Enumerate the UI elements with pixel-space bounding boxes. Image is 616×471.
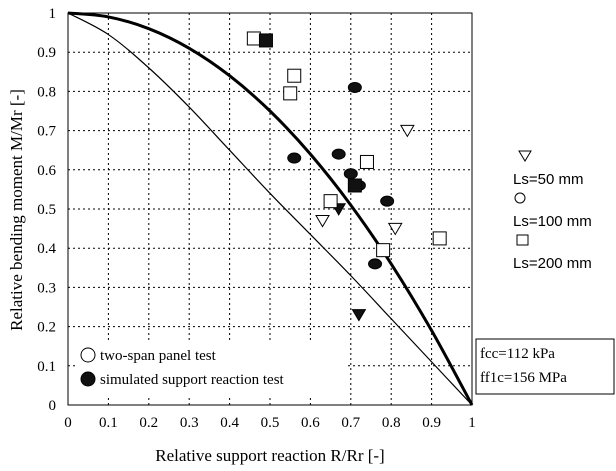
x-tick-label: 0.4 (220, 415, 239, 431)
open-square-marker (246, 31, 261, 46)
x-tick-label: 1 (468, 415, 476, 431)
y-axis-label: Relative bending moment M/Mr [-] (7, 89, 26, 331)
material-annotation-box (475, 338, 615, 395)
square-legend-symbol (516, 234, 529, 246)
annotation-ff1c: ff1c=156 MPa (480, 370, 567, 386)
filled-circle-marker (343, 168, 358, 180)
filled-circle-marker (368, 258, 383, 270)
grid (68, 13, 472, 405)
filled-circle-marker (347, 81, 362, 93)
y-tick-label: 0.9 (37, 45, 56, 61)
y-tick-label: 0.1 (37, 359, 56, 375)
y-tick-label: 0.2 (37, 320, 56, 336)
y-tick-label: 1 (49, 6, 57, 22)
open-square-marker (376, 243, 391, 258)
fill-legend-box (76, 342, 348, 396)
x-axis-label: Relative support reaction R/Rr [-] (155, 446, 384, 465)
open-marker-legend-symbol (80, 347, 96, 363)
thick-curve (67, 11, 474, 406)
filled-square-marker (347, 178, 362, 193)
y-tick-label: 0.6 (37, 163, 56, 179)
x-tick-label: 0.6 (301, 415, 320, 431)
open-square-marker (287, 68, 302, 83)
thin-curve (67, 12, 473, 406)
annotation-fcc: fcc=112 kPa (480, 346, 555, 362)
triangle-legend-symbol (518, 150, 532, 162)
series-legend-label-ls50: Ls=50 mm (513, 171, 583, 188)
filled-triangle-marker (351, 309, 367, 322)
y-tick-label: 0.8 (37, 84, 56, 100)
series-legend-label-ls100: Ls=100 mm (513, 213, 592, 230)
open-triangle-marker (387, 222, 403, 236)
filled-circle-marker (331, 148, 346, 160)
y-tick-label: 0.4 (37, 241, 56, 257)
x-tick-label: 0.1 (99, 415, 118, 431)
y-tick-label: 0.3 (37, 280, 56, 296)
series-legend: Ls=50 mm Ls=100 mm Ls=200 mm (513, 150, 592, 272)
open-square-marker (359, 154, 374, 169)
filled-marker-legend-symbol (80, 371, 96, 387)
open-triangle-marker (399, 124, 415, 138)
tick-labels: 0 0.1 0.2 0.3 0.4 0.5 0.6 0.7 0.8 0.9 1 0 0.1 0.2 0.3 0… (37, 6, 476, 431)
x-tick-label: 0 (64, 415, 72, 431)
y-tick-label: 0 (49, 398, 57, 414)
x-tick-label: 0.8 (382, 415, 401, 431)
x-tick-label: 0.2 (139, 415, 158, 431)
y-tick-label: 0.7 (37, 124, 56, 140)
open-square-marker (323, 194, 338, 209)
series-legend-label-ls200: Ls=200 mm (513, 255, 592, 272)
x-tick-label: 0.9 (422, 415, 441, 431)
data-points (246, 31, 447, 322)
x-tick-label: 0.3 (180, 415, 199, 431)
open-square-marker (283, 86, 298, 101)
circle-legend-symbol (514, 192, 526, 204)
y-tick-label: 0.5 (37, 202, 56, 218)
open-marker-legend-label: two-span panel test (100, 348, 217, 364)
filled-marker-legend-label: simulated support reaction test (100, 372, 285, 388)
open-square-marker (432, 231, 447, 246)
open-triangle-marker (315, 215, 330, 228)
curves (67, 11, 474, 406)
x-tick-label: 0.5 (261, 415, 280, 431)
filled-circle-marker (380, 195, 395, 207)
x-tick-label: 0.7 (341, 415, 360, 431)
filled-square-marker (258, 33, 273, 48)
filled-circle-marker (287, 152, 302, 164)
plot-frame (67, 12, 473, 406)
